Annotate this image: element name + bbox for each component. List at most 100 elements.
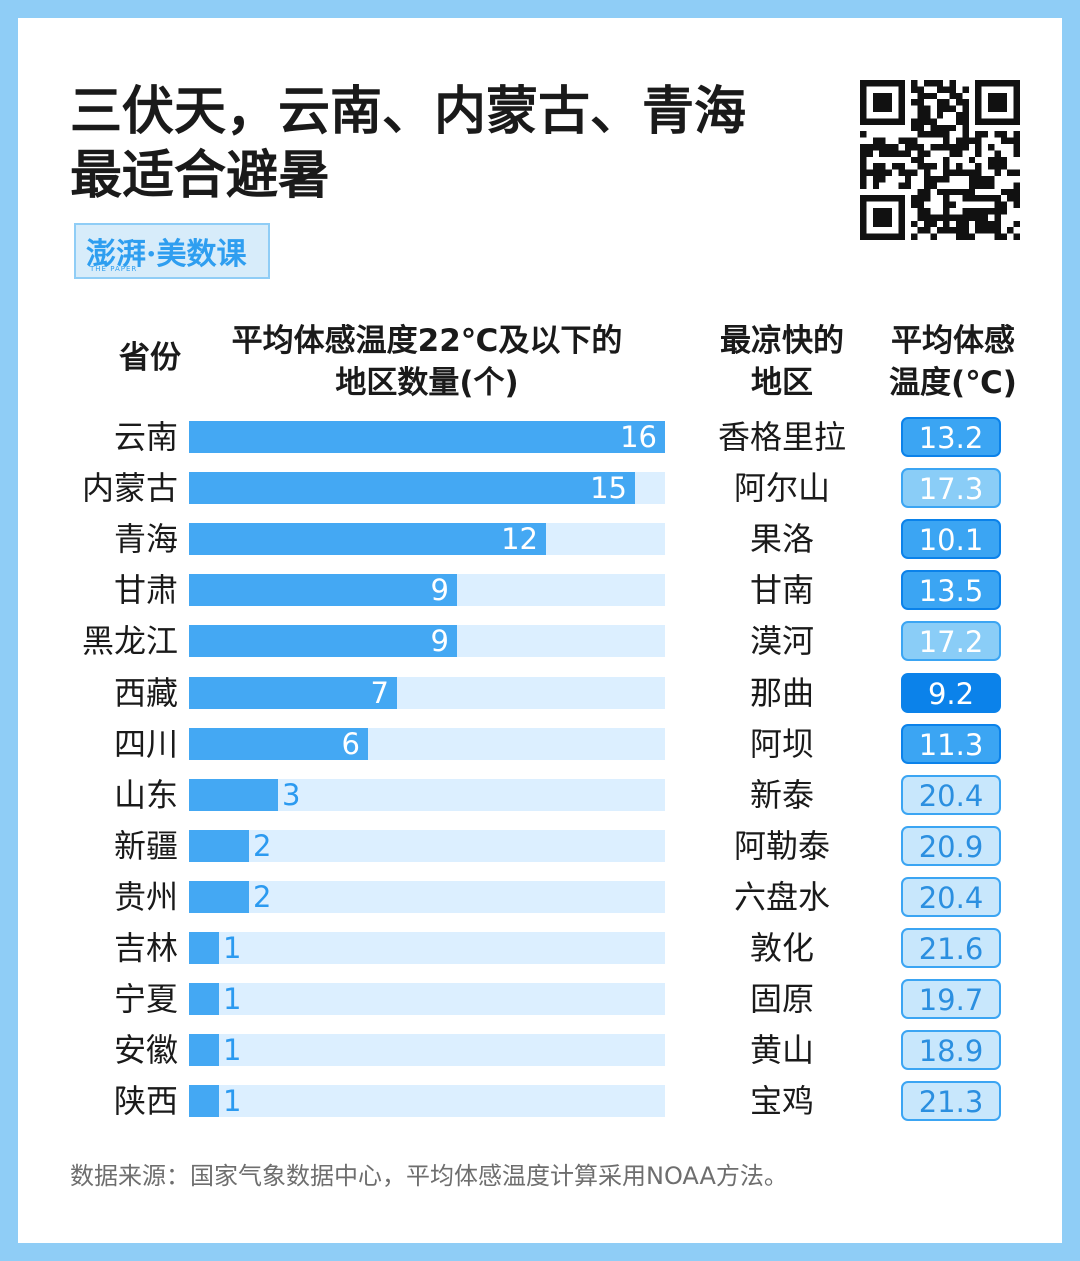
bar-track: 16 — [189, 421, 665, 453]
bar-value-label: 2 — [253, 828, 272, 863]
avg-temp-badge: 20.9 — [901, 825, 1001, 866]
header-temp-line-1: 平均体感 — [891, 323, 1015, 359]
coolest-city-label: 阿坝 — [749, 724, 814, 763]
chart-row: 黑龙江 9 漠河 17.2 — [18, 621, 1062, 662]
province-label: 宁夏 — [113, 980, 178, 1019]
bar — [189, 523, 546, 556]
header-city-line-2: 地区 — [751, 365, 813, 401]
province-label: 青海 — [113, 520, 178, 559]
province-label: 贵州 — [113, 877, 178, 916]
chart-row: 西藏 7 那曲 9.2 — [18, 672, 1062, 713]
bar — [189, 574, 457, 607]
bar-value-label: 3 — [282, 777, 301, 812]
avg-temp-badge: 18.9 — [901, 1030, 1001, 1071]
logo-text: 澎湃·美数课 — [86, 237, 247, 272]
bar — [189, 1085, 219, 1118]
qr-code-icon — [860, 80, 1020, 240]
avg-temp-badge: 10.1 — [901, 519, 1001, 560]
chart-row: 云南 16 香格里拉 13.2 — [18, 417, 1062, 457]
bar — [189, 625, 457, 658]
province-label: 山东 — [113, 775, 178, 814]
header-count: 平均体感温度22℃及以下的 地区数量(个) — [189, 320, 665, 404]
infographic-card: 三伏天，云南、内蒙古、青海 最适合避暑 澎湃·美数课 THE PAPER 省份 … — [18, 18, 1062, 1243]
header-temp-line-2: 温度(℃) — [889, 365, 1017, 401]
avg-temp-badge: 9.2 — [901, 672, 1001, 713]
bar — [189, 727, 368, 760]
bar-value-label: 1 — [223, 982, 242, 1017]
bar — [189, 472, 635, 505]
bar — [189, 676, 397, 709]
bar-track: 1 — [189, 1084, 665, 1119]
bar-track: 15 — [189, 472, 665, 505]
the-paper-logo: 澎湃·美数课 THE PAPER — [74, 223, 270, 279]
bar — [189, 421, 665, 453]
header-city-line-1: 最凉快的 — [720, 323, 844, 359]
header-count-line-1: 平均体感温度22℃及以下的 — [231, 323, 623, 359]
title-line-1: 三伏天，云南、内蒙古、青海 — [70, 82, 747, 142]
page-title: 三伏天，云南、内蒙古、青海 最适合避暑 — [70, 80, 746, 208]
bar-track: 7 — [189, 676, 665, 709]
header-province: 省份 — [119, 340, 181, 376]
bar-track: 2 — [189, 879, 665, 914]
coolest-city-label: 阿尔山 — [733, 469, 830, 508]
bar-track: 3 — [189, 777, 665, 812]
bar-track: 1 — [189, 982, 665, 1017]
bar — [189, 932, 219, 964]
chart-row: 山东 3 新泰 20.4 — [18, 774, 1062, 815]
bar-track: 9 — [189, 624, 665, 659]
chart-row: 甘肃 9 甘南 13.5 — [18, 570, 1062, 611]
bar-value-label: 16 — [620, 420, 657, 454]
avg-temp-badge: 17.2 — [901, 621, 1001, 662]
avg-temp-badge: 21.3 — [901, 1081, 1001, 1122]
province-label: 黑龙江 — [81, 622, 178, 661]
chart-row: 吉林 1 敦化 21.6 — [18, 928, 1062, 968]
chart-row: 陕西 1 宝鸡 21.3 — [18, 1081, 1062, 1122]
avg-temp-badge: 20.4 — [901, 774, 1001, 815]
title-line-2: 最适合避暑 — [70, 146, 331, 206]
bar-value-label: 6 — [341, 726, 360, 761]
bar — [189, 829, 249, 862]
chart-row: 贵州 2 六盘水 20.4 — [18, 876, 1062, 917]
bar-value-label: 2 — [253, 879, 272, 914]
bar — [189, 983, 219, 1016]
chart-row: 四川 6 阿坝 11.3 — [18, 723, 1062, 764]
bar-track: 9 — [189, 574, 665, 607]
chart-row: 内蒙古 15 阿尔山 17.3 — [18, 468, 1062, 509]
coolest-city-label: 宝鸡 — [749, 1082, 814, 1121]
coolest-city-label: 黄山 — [749, 1031, 814, 1070]
bar-track: 12 — [189, 523, 665, 556]
avg-temp-badge: 13.2 — [901, 417, 1001, 457]
avg-temp-badge: 11.3 — [901, 723, 1001, 764]
coolest-city-label: 香格里拉 — [717, 418, 846, 456]
bar-track: 1 — [189, 932, 665, 964]
bar-value-label: 1 — [223, 1033, 242, 1068]
bar — [189, 778, 278, 811]
avg-temp-badge: 17.3 — [901, 468, 1001, 509]
province-label: 甘肃 — [113, 571, 178, 610]
province-label: 安徽 — [113, 1031, 178, 1070]
data-source-note: 数据来源：国家气象数据中心，平均体感温度计算采用NOAA方法。 — [70, 1162, 788, 1190]
chart-row: 新疆 2 阿勒泰 20.9 — [18, 825, 1062, 866]
coolest-city-label: 新泰 — [749, 775, 814, 814]
bar-value-label: 1 — [223, 1084, 242, 1119]
coolest-city-label: 固原 — [749, 980, 814, 1019]
avg-temp-badge: 20.4 — [901, 876, 1001, 917]
bar — [189, 1034, 219, 1067]
coolest-city-label: 六盘水 — [733, 877, 830, 916]
chart-row: 安徽 1 黄山 18.9 — [18, 1030, 1062, 1071]
avg-temp-badge: 19.7 — [901, 979, 1001, 1020]
coolest-city-label: 敦化 — [749, 929, 814, 967]
province-label: 陕西 — [113, 1082, 178, 1121]
bar-track: 2 — [189, 828, 665, 863]
header-avg-temp: 平均体感 温度(℃) — [878, 320, 1028, 404]
bar-value-label: 9 — [430, 624, 449, 659]
province-label: 四川 — [113, 724, 178, 763]
province-label: 吉林 — [113, 929, 178, 967]
province-label: 新疆 — [113, 826, 178, 865]
province-label: 内蒙古 — [81, 469, 178, 508]
coolest-city-label: 漠河 — [749, 622, 814, 661]
coolest-city-label: 阿勒泰 — [733, 826, 830, 865]
bar — [189, 880, 249, 913]
bar-track: 6 — [189, 726, 665, 761]
coolest-city-label: 那曲 — [749, 673, 814, 712]
